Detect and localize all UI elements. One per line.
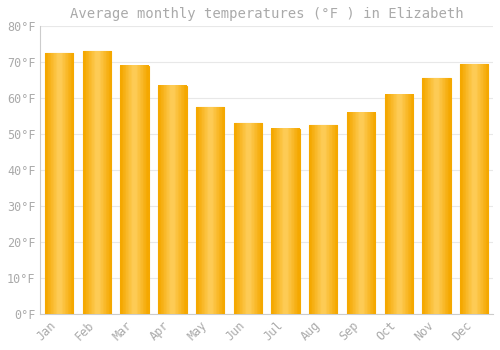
Bar [460,64,488,314]
Bar [196,107,224,314]
Bar [120,66,149,314]
Bar [45,53,74,314]
Bar [272,129,299,314]
Bar [83,51,111,314]
Bar [384,94,413,314]
Bar [158,86,186,314]
Bar [347,113,375,314]
Title: Average monthly temperatures (°F ) in Elizabeth: Average monthly temperatures (°F ) in El… [70,7,464,21]
Bar [309,125,338,314]
Bar [234,123,262,314]
Bar [422,78,450,314]
